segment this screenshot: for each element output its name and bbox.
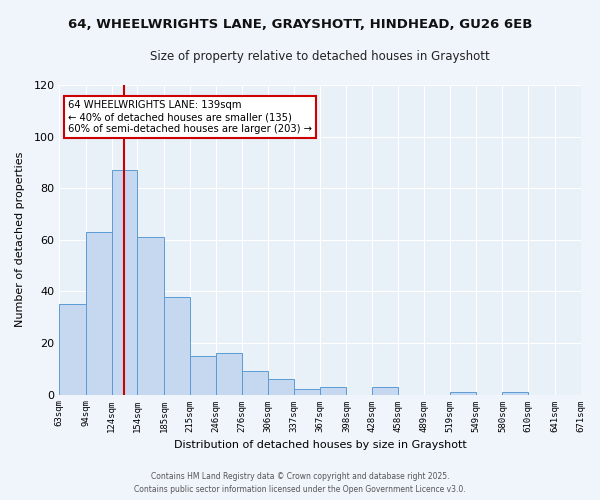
Bar	[164, 296, 190, 394]
Bar	[216, 354, 242, 395]
Text: 64 WHEELWRIGHTS LANE: 139sqm
← 40% of detached houses are smaller (135)
60% of s: 64 WHEELWRIGHTS LANE: 139sqm ← 40% of de…	[68, 100, 312, 134]
Text: 64, WHEELWRIGHTS LANE, GRAYSHOTT, HINDHEAD, GU26 6EB: 64, WHEELWRIGHTS LANE, GRAYSHOTT, HINDHE…	[68, 18, 532, 30]
Bar	[320, 387, 346, 394]
Bar	[502, 392, 528, 394]
Bar	[242, 372, 268, 394]
Text: Contains HM Land Registry data © Crown copyright and database right 2025.
Contai: Contains HM Land Registry data © Crown c…	[134, 472, 466, 494]
Bar	[294, 390, 320, 394]
Bar	[59, 304, 86, 394]
Bar	[137, 237, 164, 394]
Bar	[450, 392, 476, 394]
Bar	[86, 232, 112, 394]
X-axis label: Distribution of detached houses by size in Grayshott: Distribution of detached houses by size …	[173, 440, 466, 450]
Y-axis label: Number of detached properties: Number of detached properties	[15, 152, 25, 328]
Bar	[372, 387, 398, 394]
Bar	[268, 379, 294, 394]
Bar	[112, 170, 137, 394]
Title: Size of property relative to detached houses in Grayshott: Size of property relative to detached ho…	[150, 50, 490, 63]
Bar	[190, 356, 216, 395]
